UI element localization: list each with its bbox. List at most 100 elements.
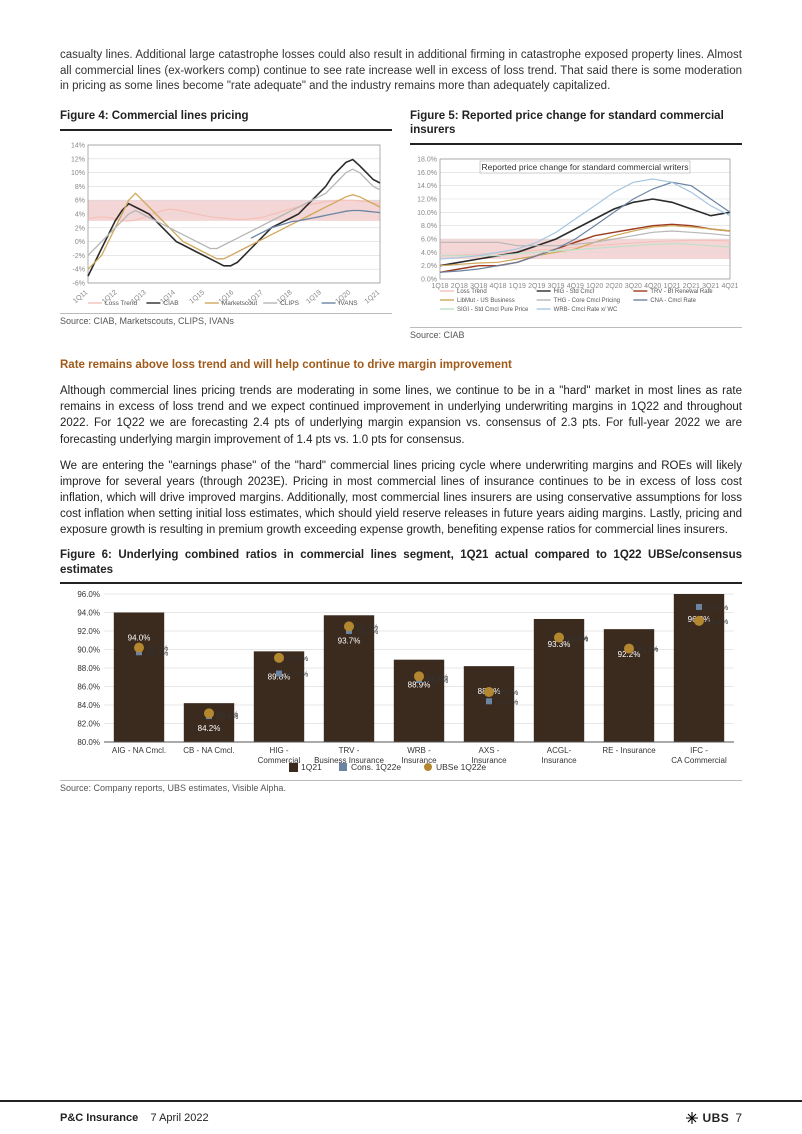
svg-text:93.7%: 93.7% [338,636,361,645]
svg-text:3Q20: 3Q20 [625,283,642,290]
svg-text:2Q19: 2Q19 [528,283,545,290]
svg-text:84.2%: 84.2% [198,724,221,733]
svg-text:80.0%: 80.0% [77,738,100,747]
svg-text:CB - NA Cmcl.: CB - NA Cmcl. [183,746,235,755]
figure-6-source: Source: Company reports, UBS estimates, … [60,783,742,793]
svg-text:HIG -: HIG - [269,746,288,755]
svg-text:LibMut - US Business: LibMut - US Business [457,298,515,304]
svg-text:UBSe 1Q22e: UBSe 1Q22e [436,762,486,772]
svg-text:10.0%: 10.0% [417,210,437,217]
svg-text:12%: 12% [71,156,85,163]
svg-text:THG - Core Cmcl Pricing: THG - Core Cmcl Pricing [554,298,620,304]
svg-text:6%: 6% [75,198,85,205]
svg-text:1Q11: 1Q11 [72,289,89,305]
svg-text:IVANS: IVANS [339,300,359,307]
intro-paragraph: casualty lines. Additional large catastr… [60,48,742,95]
svg-text:1Q21: 1Q21 [364,289,382,305]
svg-text:1Q19: 1Q19 [305,289,323,305]
svg-text:CA Commercial: CA Commercial [671,756,727,765]
figure-4-title: Figure 4: Commercial lines pricing [60,109,392,123]
svg-text:CIAB: CIAB [163,300,178,307]
svg-text:90.2%: 90.2% [147,644,169,653]
svg-text:HIG - Std Cmcl: HIG - Std Cmcl [554,289,594,295]
svg-text:4.0%: 4.0% [421,250,437,257]
figure-6-title: Figure 6: Underlying combined ratios in … [60,548,742,578]
svg-text:90.1%: 90.1% [637,645,659,654]
svg-text:10%: 10% [71,170,85,177]
svg-text:94.0%: 94.0% [128,633,151,642]
figure-5-source: Source: CIAB [410,330,742,340]
svg-text:14.0%: 14.0% [417,183,437,190]
svg-text:4Q21: 4Q21 [721,283,738,290]
ubs-logo: UBS [685,1111,729,1125]
svg-text:86.0%: 86.0% [77,682,100,691]
svg-text:ACGL-: ACGL- [547,746,572,755]
svg-text:-4%: -4% [73,267,85,274]
figure-4-source: Source: CIAB, Marketscouts, CLIPS, IVANs [60,316,392,326]
svg-text:-2%: -2% [73,253,85,260]
svg-text:94.0%: 94.0% [77,608,100,617]
figure-row-4-5: Figure 4: Commercial lines pricing -6% -4… [60,109,742,341]
svg-text:92.5%: 92.5% [357,622,379,631]
figure-5-chart: 0.0%2.0%4.0%6.0%8.0%10.0%12.0%14.0%16.0%… [410,149,738,325]
svg-text:Cons. 1Q22e: Cons. 1Q22e [351,762,401,772]
svg-text:14%: 14% [71,142,85,149]
svg-text:Loss Trend: Loss Trend [457,289,487,295]
page-footer: P&C Insurance 7 April 2022 UBS 7 [0,1100,802,1134]
svg-text:93.1%: 93.1% [707,617,729,626]
svg-text:90.0%: 90.0% [77,645,100,654]
svg-text:1Q21: 1Q21 [301,762,322,772]
svg-text:85.4%: 85.4% [497,688,519,697]
body-paragraph-2: We are entering the "earnings phase" of … [60,458,742,538]
svg-text:84.0%: 84.0% [77,701,100,710]
svg-text:AIG - NA Cmcl.: AIG - NA Cmcl. [112,746,166,755]
svg-text:1Q18: 1Q18 [431,283,448,290]
svg-text:96.0%: 96.0% [77,590,100,599]
svg-text:0%: 0% [75,239,85,246]
svg-text:Marketscout: Marketscout [222,300,258,307]
svg-text:8.0%: 8.0% [421,223,437,230]
svg-text:4Q18: 4Q18 [489,283,506,290]
svg-text:CNA - Cmcl Rate: CNA - Cmcl Rate [650,298,696,304]
figure-5-title: Figure 5: Reported price change for stan… [410,109,742,138]
svg-text:88.0%: 88.0% [77,664,100,673]
svg-text:AXS -: AXS - [479,746,500,755]
svg-text:RE - Insurance: RE - Insurance [602,746,656,755]
figure-4-chart: -6%-4%-2%0%2%4%6%8%10%12%14%1Q111Q121Q13… [60,135,388,311]
svg-text:6.0%: 6.0% [421,237,437,244]
body-paragraph-1: Although commercial lines pricing trends… [60,383,742,447]
footer-title: P&C Insurance [60,1112,138,1124]
svg-text:8%: 8% [75,184,85,191]
svg-text:2.0%: 2.0% [421,263,437,270]
figure-6-chart: 80.0% 82.0% 84.0% 86.0% 88.0% 90.0% 92.0% 94.0%… [60,588,740,778]
svg-text:87.4%: 87.4% [287,670,309,679]
svg-text:TRV - BI Renewal Rate: TRV - BI Renewal Rate [650,289,713,295]
svg-text:Reported price change for stan: Reported price change for standard comme… [482,162,689,172]
svg-text:84.4%: 84.4% [497,697,519,706]
svg-text:CLIPS: CLIPS [280,300,299,307]
svg-text:2Q20: 2Q20 [605,283,622,290]
svg-text:12.0%: 12.0% [417,197,437,204]
footer-date: 7 April 2022 [151,1112,209,1124]
svg-text:SIGI - Std Cmcl Pure Price: SIGI - Std Cmcl Pure Price [457,307,529,313]
svg-text:16.0%: 16.0% [417,170,437,177]
svg-text:1Q15: 1Q15 [188,289,206,305]
section-subheading: Rate remains above loss trend and will h… [60,358,742,373]
svg-text:4%: 4% [75,211,85,218]
svg-text:WRB- Cmcl Rate x/ WC: WRB- Cmcl Rate x/ WC [554,307,618,313]
svg-text:92.0%: 92.0% [77,627,100,636]
svg-text:18.0%: 18.0% [417,157,437,164]
svg-text:2%: 2% [75,225,85,232]
svg-text:Insurance: Insurance [541,756,577,765]
svg-text:91.3%: 91.3% [567,633,589,642]
page-number: 7 [735,1111,742,1125]
svg-text:1Q19: 1Q19 [509,283,526,290]
svg-text:87.1%: 87.1% [427,672,449,681]
svg-text:WRB -: WRB - [407,746,431,755]
svg-text:Loss Trend: Loss Trend [105,300,138,307]
svg-text:-6%: -6% [73,280,85,287]
svg-text:Insurance: Insurance [401,756,437,765]
svg-text:TRV -: TRV - [339,746,360,755]
svg-text:82.0%: 82.0% [77,719,100,728]
svg-text:IFC -: IFC - [690,746,708,755]
